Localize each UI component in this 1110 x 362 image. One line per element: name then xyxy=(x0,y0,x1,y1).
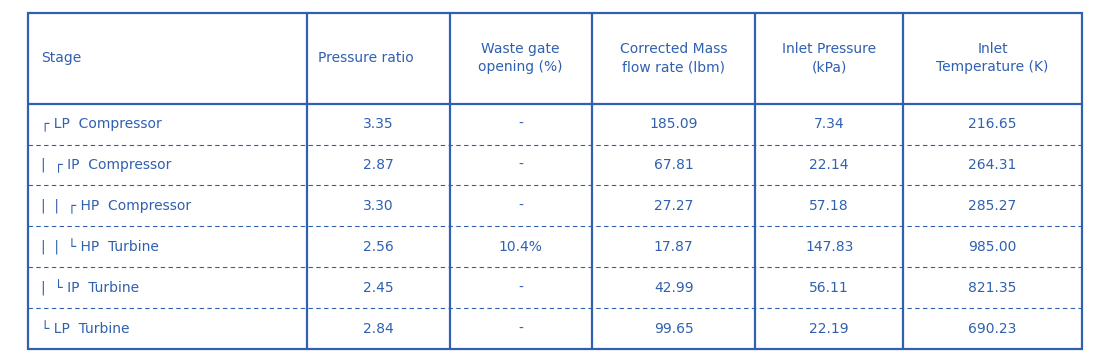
Text: 22.19: 22.19 xyxy=(809,322,849,336)
Text: 57.18: 57.18 xyxy=(809,199,849,213)
Text: 821.35: 821.35 xyxy=(968,281,1017,295)
Text: |  ┌ IP  Compressor: | ┌ IP Compressor xyxy=(41,157,171,172)
Text: Inlet Pressure
(kPa): Inlet Pressure (kPa) xyxy=(783,42,876,74)
Text: 147.83: 147.83 xyxy=(805,240,854,254)
Text: 216.65: 216.65 xyxy=(968,117,1017,131)
Text: -: - xyxy=(518,199,523,213)
Text: -: - xyxy=(518,281,523,295)
Text: 285.27: 285.27 xyxy=(969,199,1017,213)
Text: ┌ LP  Compressor: ┌ LP Compressor xyxy=(41,117,162,131)
Text: 2.56: 2.56 xyxy=(363,240,394,254)
Text: 264.31: 264.31 xyxy=(968,158,1017,172)
Text: |  |  ┌ HP  Compressor: | | ┌ HP Compressor xyxy=(41,199,191,213)
Text: Waste gate
opening (%): Waste gate opening (%) xyxy=(478,42,563,74)
Text: 3.30: 3.30 xyxy=(363,199,394,213)
Text: 985.00: 985.00 xyxy=(968,240,1017,254)
Text: 42.99: 42.99 xyxy=(654,281,694,295)
Text: Inlet
Temperature (K): Inlet Temperature (K) xyxy=(937,42,1049,74)
Text: 99.65: 99.65 xyxy=(654,322,694,336)
Text: 56.11: 56.11 xyxy=(809,281,849,295)
Text: |  |  └ HP  Turbine: | | └ HP Turbine xyxy=(41,239,159,255)
Text: |  └ IP  Turbine: | └ IP Turbine xyxy=(41,280,139,296)
Text: Pressure ratio: Pressure ratio xyxy=(319,51,414,65)
Text: 67.81: 67.81 xyxy=(654,158,694,172)
Text: └ LP  Turbine: └ LP Turbine xyxy=(41,322,130,336)
Text: 2.45: 2.45 xyxy=(363,281,394,295)
Text: 27.27: 27.27 xyxy=(654,199,694,213)
Text: Stage: Stage xyxy=(41,51,81,65)
Text: 22.14: 22.14 xyxy=(809,158,849,172)
Text: 3.35: 3.35 xyxy=(363,117,394,131)
Text: 10.4%: 10.4% xyxy=(498,240,543,254)
Text: 185.09: 185.09 xyxy=(649,117,698,131)
Text: Corrected Mass
flow rate (lbm): Corrected Mass flow rate (lbm) xyxy=(619,42,727,74)
Text: 7.34: 7.34 xyxy=(814,117,845,131)
Text: 2.84: 2.84 xyxy=(363,322,394,336)
Text: 17.87: 17.87 xyxy=(654,240,694,254)
Text: 690.23: 690.23 xyxy=(968,322,1017,336)
Text: -: - xyxy=(518,158,523,172)
Text: -: - xyxy=(518,322,523,336)
Text: 2.87: 2.87 xyxy=(363,158,394,172)
Text: -: - xyxy=(518,117,523,131)
